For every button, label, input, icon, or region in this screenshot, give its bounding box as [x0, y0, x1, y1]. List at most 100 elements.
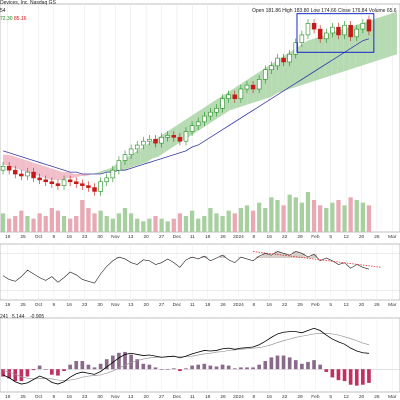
price-x-tick-label: Oct [35, 234, 43, 240]
ichimoku-cloud-segment [8, 154, 15, 169]
ichimoku-cloud-segment [56, 170, 63, 180]
rsi-x-tick-label: Dec [173, 302, 182, 308]
price-x-tick-label: 23 [82, 234, 88, 240]
volume-bar [177, 213, 183, 232]
macd-x-tick-label: 18 [205, 394, 211, 400]
ichimoku-cloud-segment [86, 174, 93, 176]
rsi-overbought-shade [189, 257, 196, 258]
volume-bar [128, 213, 134, 232]
macd-histogram-bar [263, 361, 268, 370]
volume-bar [366, 205, 372, 232]
macd-histogram-bar [361, 369, 365, 385]
macd-histogram-bar [147, 364, 152, 370]
price-x-tick-label: Dec [173, 234, 182, 240]
price-x-tick-label: 30 [97, 234, 103, 240]
candle-body [189, 125, 195, 132]
macd-histogram-bar [202, 363, 207, 370]
volume-bar [324, 208, 329, 232]
volume-bar [336, 200, 341, 232]
rsi-overbought-shade [115, 257, 122, 258]
rsi-overbought-shade [268, 255, 275, 258]
macd-x-tick-label: 30 [97, 394, 103, 400]
macd-histogram-bar [306, 361, 310, 370]
volume-bar [269, 197, 274, 232]
ichimoku-cloud-segment [379, 15, 386, 61]
candle-body [305, 23, 311, 36]
rsi-overbought-shade [304, 257, 312, 258]
candle-body [214, 108, 219, 113]
candle-body [360, 23, 366, 30]
macd-histogram-bar [239, 367, 243, 370]
macd-histogram-bar [86, 364, 91, 370]
volume-bar [189, 210, 195, 232]
macd-histogram-bar [74, 361, 79, 370]
price-x-tick-label: 29 [297, 234, 303, 240]
volume-bar [305, 192, 311, 232]
candle-body [19, 173, 24, 177]
ichimoku-cloud-segment [295, 44, 302, 88]
candle-body [238, 88, 244, 99]
candle-body [250, 84, 256, 90]
rsi-x-tick-label: 27 [159, 302, 165, 308]
macd-histogram-bar [184, 368, 188, 370]
ichimoku-cloud-segment [247, 75, 254, 105]
price-x-tick-label: Feb [311, 234, 320, 240]
rsi-x-tick-label: 22 [282, 302, 288, 308]
volume-bar [37, 213, 42, 232]
volume-bar [25, 216, 30, 232]
macd-histogram-bar [300, 363, 304, 370]
candle-body [98, 181, 103, 192]
macd-value-3: -0.905 [30, 314, 45, 320]
rsi-x-tick-label: 16 [267, 302, 273, 308]
volume-bar [165, 221, 170, 232]
macd-histogram-bar [251, 367, 255, 370]
macd-histogram-bar [68, 364, 72, 370]
volume-bar [31, 218, 36, 232]
ichimoku-cloud-segment [337, 29, 344, 74]
macd-x-tick-label: 9 [53, 394, 56, 400]
ichimoku-cloud-segment [26, 160, 33, 175]
volume-bar [238, 208, 244, 232]
price-x-tick-label: 13 [128, 234, 134, 240]
macd-histogram-bar [117, 352, 121, 370]
rsi-x-tick-label: 20 [359, 302, 365, 308]
macd-x-tick-label: 29 [297, 394, 303, 400]
candle-body [263, 69, 268, 80]
candle-body [195, 121, 201, 127]
volume-bar [196, 218, 201, 232]
candle-body [116, 160, 122, 171]
candle-body [244, 84, 250, 90]
candle-body [330, 26, 335, 34]
ohlcv-readout: Open 181.86 High 183.80 Low 174.66 Close… [252, 8, 397, 14]
ichimoku-value-2: 85.16 [14, 16, 27, 22]
macd-x-tick-label: Nov [111, 394, 120, 400]
candle-body [311, 23, 317, 30]
rsi-x-tick-label: 19 [5, 302, 11, 308]
macd-histogram-bar [269, 357, 274, 370]
macd-histogram-bar [129, 354, 133, 370]
rsi-overbought-shade [262, 253, 269, 258]
macd-histogram-bar [324, 369, 329, 372]
volume-bar [0, 213, 6, 232]
candle-body [92, 187, 97, 192]
candle-body [37, 177, 42, 181]
ichimoku-cloud-segment [98, 170, 105, 175]
candle-body [336, 26, 341, 36]
ichimoku-cloud-segment [104, 168, 111, 173]
macd-x-tick-label: 26 [374, 394, 380, 400]
candle-body [153, 138, 158, 144]
ichimoku-cloud-segment [158, 133, 165, 157]
candle-body [281, 57, 286, 63]
volume-bar [159, 218, 164, 232]
candle-body [134, 144, 140, 150]
macd-histogram-bar [25, 369, 30, 377]
candle-body [366, 19, 372, 32]
volume-bar [19, 210, 24, 232]
volume-bar [257, 202, 262, 232]
volume-bar [342, 205, 347, 232]
candle-body [61, 179, 67, 186]
ichimoku-cloud-segment [92, 172, 99, 175]
volume-bar [183, 216, 189, 232]
volume-bar [13, 216, 18, 232]
macd-x-tick-label: 16 [267, 394, 273, 400]
